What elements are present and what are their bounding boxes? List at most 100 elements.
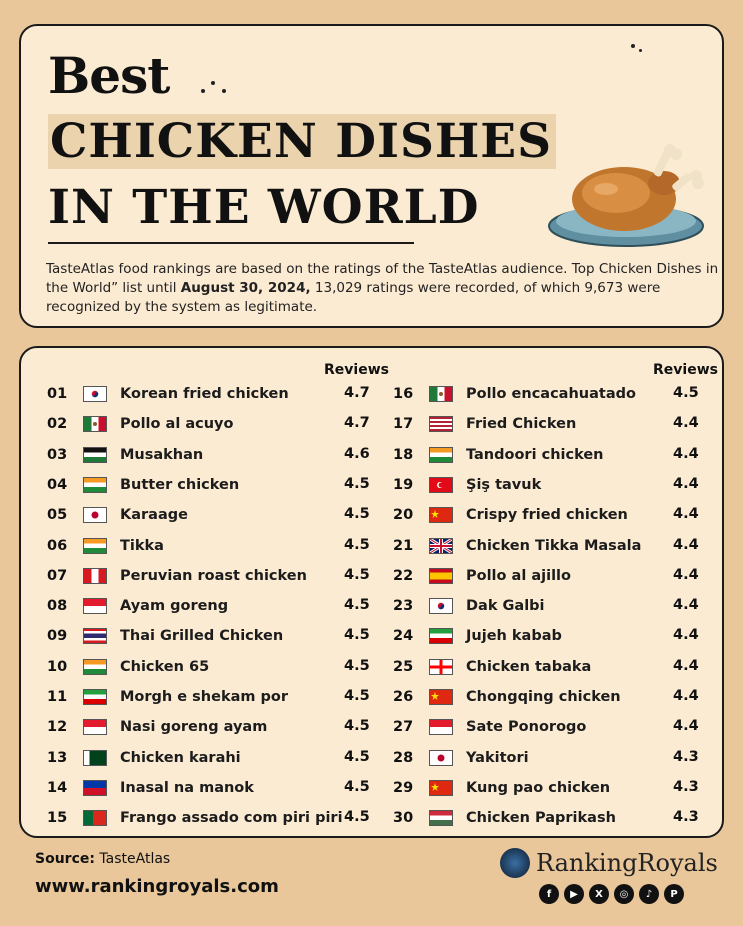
flag-kr-icon <box>429 598 453 615</box>
review-score: 4.5 <box>344 506 370 523</box>
review-score: 4.4 <box>673 475 699 492</box>
review-score: 4.5 <box>344 536 370 553</box>
flag-us-icon <box>429 416 453 433</box>
website-url[interactable]: www.rankingroyals.com <box>35 876 279 897</box>
flag-in-icon <box>429 446 453 463</box>
rank-number: 16 <box>393 386 414 402</box>
rank-number: 01 <box>47 386 68 402</box>
review-score: 4.4 <box>673 445 699 462</box>
flag-jp-icon <box>83 507 107 524</box>
instagram-icon[interactable]: ◎ <box>614 884 634 904</box>
ranking-row: 08 Ayam goreng <box>47 591 228 621</box>
flag-ph-icon <box>83 779 107 796</box>
review-score: 4.3 <box>673 809 699 826</box>
dish-name: Dak Galbi <box>466 598 545 615</box>
ranking-row: 02 Pollo al acuyo <box>47 409 233 439</box>
ranking-row: 09 Thai Grilled Chicken <box>47 621 283 651</box>
review-score: 4.5 <box>344 778 370 795</box>
dish-name: Morgh e shekam por <box>120 689 289 705</box>
dish-name: Pollo al ajillo <box>466 567 571 584</box>
brand: RankingRoyals <box>500 848 718 878</box>
flag-in-icon <box>83 476 107 493</box>
ranking-row: 15 Frango assado com piri piri <box>47 803 343 833</box>
roast-chicken-illustration <box>548 144 704 247</box>
flag-mx-icon <box>429 386 453 402</box>
ranking-row: 13 Chicken karahi <box>47 743 241 773</box>
dish-name: Chicken tabaka <box>466 658 592 675</box>
dish-name: Musakhan <box>120 446 204 463</box>
flag-cn-icon <box>429 507 453 524</box>
rank-number: 17 <box>393 416 414 433</box>
dish-name: Pollo al acuyo <box>120 416 234 433</box>
rank-number: 08 <box>47 598 68 615</box>
flag-ir-icon <box>429 628 453 645</box>
ranking-row: 07 Peruvian roast chicken <box>47 561 307 591</box>
description: TasteAtlas food rankings are based on th… <box>46 261 719 315</box>
dish-name: Sate Ponorogo <box>466 719 587 736</box>
review-score: 4.4 <box>673 688 699 704</box>
review-score: 4.3 <box>673 778 699 795</box>
ranking-row: 05 Karaage <box>47 500 188 530</box>
ranking-row: 29 Kung pao chicken <box>393 773 610 803</box>
flag-mx-icon <box>83 416 107 433</box>
facebook-icon[interactable]: f <box>539 884 559 904</box>
review-score: 4.3 <box>673 748 699 765</box>
rank-number: 28 <box>393 749 414 766</box>
flag-cn-icon <box>429 779 453 796</box>
ranking-row: 18 Tandoori chicken <box>393 440 604 470</box>
flag-ps-icon <box>83 446 107 463</box>
rank-number: 03 <box>47 446 68 463</box>
flag-id-icon <box>429 719 453 736</box>
rank-number: 29 <box>393 779 414 796</box>
dish-name: Chicken karahi <box>120 749 241 766</box>
brand-name: RankingRoyals <box>536 849 718 877</box>
ranking-row: 04 Butter chicken <box>47 470 239 500</box>
review-score: 4.5 <box>344 718 370 735</box>
flag-id-icon <box>83 598 107 615</box>
dish-name: Peruvian roast chicken <box>120 567 307 584</box>
ranking-row: 06 Tikka <box>47 531 164 561</box>
x-icon[interactable]: X <box>589 884 609 904</box>
rank-number: 22 <box>393 567 414 584</box>
rank-number: 15 <box>47 810 68 827</box>
ranking-row: 19 Şiş tavuk <box>393 470 541 500</box>
dish-name: Jujeh kabab <box>466 628 562 645</box>
flag-ir-icon <box>83 689 107 705</box>
rank-number: 13 <box>47 749 68 766</box>
pinterest-icon[interactable]: P <box>664 884 684 904</box>
flag-ge-icon <box>429 658 453 675</box>
ranking-row: 11 Morgh e shekam por <box>47 682 288 712</box>
review-score: 4.4 <box>673 718 699 735</box>
ranking-row: 27 Sate Ponorogo <box>393 712 586 742</box>
rank-number: 25 <box>393 658 414 675</box>
tiktok-icon[interactable]: ♪ <box>639 884 659 904</box>
ranking-row: 14 Inasal na manok <box>47 773 254 803</box>
ranking-row: 01 Korean fried chicken <box>47 379 289 409</box>
review-score: 4.5 <box>673 385 699 401</box>
title-in-the-world: IN THE WORLD <box>48 180 480 235</box>
flag-tr-icon <box>429 476 453 493</box>
rank-number: 04 <box>47 476 68 493</box>
dish-name: Chicken 65 <box>120 658 210 675</box>
flag-in-icon <box>83 537 107 554</box>
rank-number: 19 <box>393 476 414 493</box>
rank-number: 02 <box>47 416 68 433</box>
ranking-row: 17 Fried Chicken <box>393 409 576 439</box>
review-score: 4.5 <box>344 597 370 614</box>
rank-number: 06 <box>47 537 68 554</box>
dish-name: Chicken Tikka Masala <box>466 537 642 554</box>
dish-name: Crispy fried chicken <box>466 507 628 524</box>
youtube-icon[interactable]: ▶ <box>564 884 584 904</box>
ranking-card: Reviews 01 Korean fried chicken 4.7 02 Pollo… <box>19 346 724 838</box>
rank-number: 05 <box>47 507 68 524</box>
ranking-row: 16 Pollo encacahuatado <box>393 379 636 409</box>
flag-cn-icon <box>429 689 453 705</box>
ranking-row: 26 Chongqing chicken <box>393 682 621 712</box>
ranking-row: 10 Chicken 65 <box>47 652 209 682</box>
ranking-row: 12 Nasi goreng ayam <box>47 712 267 742</box>
dish-name: Kung pao chicken <box>466 779 611 796</box>
dish-name: Butter chicken <box>120 476 240 493</box>
review-score: 4.4 <box>673 506 699 523</box>
dish-name: Ayam goreng <box>120 598 229 615</box>
rank-number: 10 <box>47 658 68 675</box>
